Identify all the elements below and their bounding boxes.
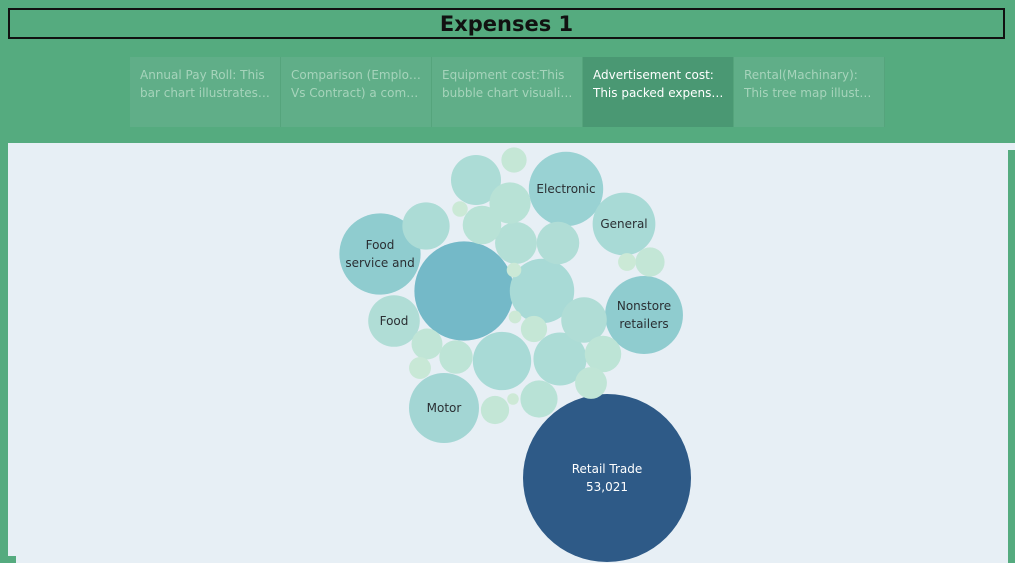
- bubble-unlabeled-31[interactable]: [508, 310, 522, 324]
- bubble-label: service and: [345, 256, 414, 270]
- story-point-4[interactable]: Advertisement cost: This packed expenses.…: [583, 57, 734, 127]
- bubble-electronic[interactable]: [528, 151, 604, 227]
- bubble-unlabeled-19[interactable]: [584, 335, 622, 373]
- story-point-caption-line2: Vs Contract) a compa..: [291, 86, 423, 100]
- bubble-label: Electronic: [536, 182, 595, 196]
- story-point-caption-line1: Comparison (Employee: [291, 68, 423, 82]
- bubble-unlabeled-18[interactable]: [520, 380, 558, 418]
- bubble-unlabeled-25[interactable]: [520, 315, 548, 343]
- chart-canvas: Retail Trade 53,021 Electronic Food service …: [8, 143, 1015, 563]
- story-point-caption-line1: Equipment cost:This: [442, 68, 565, 82]
- left-border-strip: [0, 143, 8, 563]
- bubble-unlabeled-10[interactable]: [533, 332, 587, 386]
- dashboard-title: Expenses 1: [8, 8, 1005, 39]
- bubble-unlabeled-22[interactable]: [411, 328, 443, 360]
- story-point-caption-line2: This packed expenses..: [593, 86, 725, 100]
- bubble-retail-trade[interactable]: [523, 394, 691, 562]
- bubble-unlabeled-30[interactable]: [506, 262, 522, 278]
- bubble-motor[interactable]: [409, 373, 479, 443]
- bubble-food[interactable]: [368, 295, 420, 347]
- story-point-caption-line1: Rental(Machinary):: [744, 68, 858, 82]
- bubble-unlabeled-21[interactable]: [575, 367, 607, 399]
- story-point-3[interactable]: Equipment cost:This bubble chart visualiz…: [432, 57, 583, 127]
- bubble-unlabeled-15[interactable]: [495, 222, 537, 264]
- bubble-label: General: [600, 217, 647, 231]
- bubble-unlabeled-9[interactable]: [472, 331, 532, 391]
- story-point-caption-line2: bar chart illustrates t..: [140, 86, 272, 100]
- bubble-label: Motor: [427, 401, 462, 415]
- story-point-caption-line1: Annual Pay Roll: This: [140, 68, 265, 82]
- bubble-food[interactable]: [339, 213, 421, 295]
- bubble-unlabeled-17[interactable]: [462, 205, 502, 245]
- bubble-unlabeled-26[interactable]: [501, 147, 527, 173]
- story-navigator: Annual Pay Roll: This bar chart illustrat…: [130, 57, 885, 127]
- story-point-2[interactable]: Comparison (Employee Vs Contract) a compa…: [281, 57, 432, 127]
- story-point-caption-line1: Advertisement cost:: [593, 68, 714, 82]
- bubble-unlabeled-32[interactable]: [507, 393, 519, 405]
- story-point-caption-line2: This tree map illustra..: [744, 86, 876, 100]
- bubble-unlabeled-11[interactable]: [450, 154, 502, 206]
- story-point-5[interactable]: Rental(Machinary): This tree map illustra…: [734, 57, 885, 127]
- bubble-label: retailers: [619, 317, 668, 331]
- bubble-unlabeled-14[interactable]: [536, 221, 580, 265]
- packed-bubble-chart: Retail Trade 53,021 Electronic Food service …: [339, 147, 691, 562]
- story-point-caption-line2: bubble chart visualiza..: [442, 86, 574, 100]
- bubble-unlabeled-13[interactable]: [561, 297, 607, 343]
- bubble-label: 53,021: [586, 480, 628, 494]
- bubble-unlabeled-27[interactable]: [409, 357, 431, 379]
- right-border-strip: [1008, 150, 1015, 563]
- bubble-unlabeled-28[interactable]: [618, 253, 636, 271]
- bubble-label: Food: [366, 238, 395, 252]
- bubble-unlabeled-16[interactable]: [489, 182, 531, 224]
- bubble-label: Nonstore: [617, 299, 671, 313]
- bubble-nonstore[interactable]: [605, 276, 683, 354]
- bubble-unlabeled-23[interactable]: [635, 247, 665, 277]
- story-point-1[interactable]: Annual Pay Roll: This bar chart illustrat…: [130, 57, 281, 127]
- bubble-unlabeled-29[interactable]: [452, 201, 468, 217]
- bottom-left-corner: [8, 556, 16, 563]
- bubble-unlabeled-1[interactable]: [414, 241, 514, 341]
- bubble-unlabeled-24[interactable]: [480, 395, 510, 425]
- bubble-label: Food: [380, 314, 409, 328]
- bubble-unlabeled-12[interactable]: [402, 202, 450, 250]
- bubble-unlabeled-20[interactable]: [439, 340, 473, 374]
- bubble-label: Retail Trade: [572, 462, 643, 476]
- bubble-unlabeled-8[interactable]: [509, 258, 575, 324]
- bubble-general[interactable]: [592, 192, 656, 256]
